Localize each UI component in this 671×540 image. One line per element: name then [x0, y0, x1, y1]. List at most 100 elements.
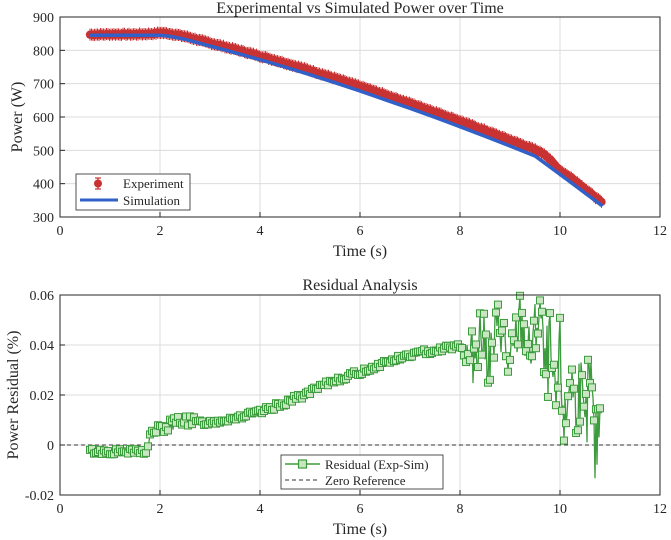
legend-residual-label: Residual (Exp-Sim) — [325, 457, 429, 472]
power-x-tick-label: 2 — [157, 224, 164, 239]
residual-y-tick-label: 0.02 — [30, 389, 55, 404]
residual-point — [570, 384, 578, 393]
residual-point — [552, 401, 560, 410]
power-panel: 0 2 4 6 8 10 12 300 400 500 600 700 800 900 Experimen… — [9, 0, 667, 260]
residual-x-tick-label: 10 — [553, 502, 567, 517]
residual-y-axis-label: Power Residual (%) — [5, 331, 22, 460]
residual-point — [544, 392, 552, 401]
residual-x-tick-label: 4 — [257, 502, 264, 517]
residual-point — [474, 362, 482, 371]
residual-point — [482, 330, 490, 339]
residual-point — [466, 356, 474, 365]
residual-point — [504, 367, 512, 376]
residual-point — [516, 291, 524, 300]
residual-point — [582, 389, 590, 398]
power-x-tick-label: 0 — [57, 224, 64, 239]
residual-point — [568, 365, 576, 374]
residual-point — [508, 329, 516, 338]
residual-point — [480, 309, 488, 318]
power-y-tick-label: 600 — [33, 111, 54, 126]
residual-point — [534, 329, 542, 338]
power-ticks: 0 2 4 6 8 10 12 300 400 500 600 700 800 900 — [33, 11, 667, 239]
residual-x-tick-label: 0 — [57, 502, 64, 517]
residual-point — [468, 327, 476, 336]
residual-point — [164, 426, 172, 435]
residual-point — [494, 300, 502, 309]
power-x-tick-label: 6 — [357, 224, 364, 239]
simulation-line — [90, 33, 604, 208]
residual-x-axis-label: Time (s) — [333, 521, 387, 538]
residual-point — [588, 383, 596, 392]
residual-point — [490, 353, 498, 362]
residual-point — [576, 417, 584, 426]
residual-point — [578, 371, 586, 380]
power-x-axis-label: Time (s) — [333, 243, 387, 260]
residual-point — [488, 338, 496, 347]
residual-y-tick-label: 0.06 — [30, 289, 55, 304]
residual-point — [498, 326, 506, 335]
residual-point — [492, 308, 500, 317]
residual-point — [562, 419, 570, 428]
residual-point — [486, 375, 494, 384]
residual-point — [574, 426, 582, 435]
residual-point — [500, 318, 508, 327]
power-y-axis-label: Power (W) — [9, 82, 26, 153]
residual-point — [532, 344, 540, 353]
residual-point — [546, 309, 554, 318]
residual-point — [558, 406, 566, 415]
residual-x-tick-label: 12 — [653, 502, 667, 517]
power-legend: Experiment Simulation — [75, 173, 191, 211]
power-y-tick-label: 700 — [33, 78, 54, 93]
residual-y-tick-label: 0 — [47, 439, 54, 454]
residual-legend-box — [280, 454, 444, 490]
residual-point — [590, 416, 598, 425]
legend-residual-icon — [285, 459, 320, 469]
residual-point — [536, 296, 544, 305]
residual-point — [520, 320, 528, 329]
power-y-tick-label: 300 — [33, 211, 54, 226]
residual-x-tick-label: 8 — [457, 502, 464, 517]
power-x-tick-label: 10 — [553, 224, 567, 239]
residual-point — [142, 448, 150, 457]
legend-simulation-label: Simulation — [123, 193, 181, 208]
residual-chart-title: Residual Analysis — [302, 277, 417, 294]
residual-point — [596, 404, 604, 413]
power-x-tick-label: 4 — [257, 224, 264, 239]
residual-point — [524, 340, 532, 349]
residual-point — [478, 350, 486, 359]
residual-point — [538, 307, 546, 316]
residual-point — [560, 436, 568, 445]
power-x-tick-label: 12 — [653, 224, 667, 239]
residual-point — [584, 355, 592, 364]
residual-point — [542, 370, 550, 379]
residual-y-tick-label: -0.02 — [25, 489, 54, 504]
residual-y-tick-label: 0.04 — [30, 339, 55, 354]
residual-legend: Residual (Exp-Sim) Zero Reference — [280, 454, 444, 490]
legend-experiment-label: Experiment — [123, 176, 184, 191]
residual-series-group — [86, 291, 604, 479]
residual-point — [518, 308, 526, 317]
residual-point — [564, 392, 572, 401]
residual-x-tick-label: 2 — [157, 502, 164, 517]
residual-point — [580, 402, 588, 411]
residual-point — [514, 340, 522, 349]
residual-point — [512, 313, 520, 322]
power-legend-box — [75, 173, 191, 211]
residual-point — [554, 383, 562, 392]
power-chart-title: Experimental vs Simulated Power over Tim… — [216, 0, 504, 17]
power-y-tick-label: 400 — [33, 178, 54, 193]
power-x-tick-label: 8 — [457, 224, 464, 239]
legend-experiment-icon — [94, 177, 102, 190]
power-y-tick-label: 500 — [33, 144, 54, 159]
residual-x-tick-label: 6 — [357, 502, 364, 517]
residual-point — [506, 355, 514, 364]
residual-series — [60, 291, 660, 479]
power-series — [85, 26, 606, 208]
residual-point — [458, 343, 466, 352]
residual-point — [472, 340, 480, 349]
residual-point — [530, 316, 538, 325]
residual-point — [144, 442, 152, 451]
